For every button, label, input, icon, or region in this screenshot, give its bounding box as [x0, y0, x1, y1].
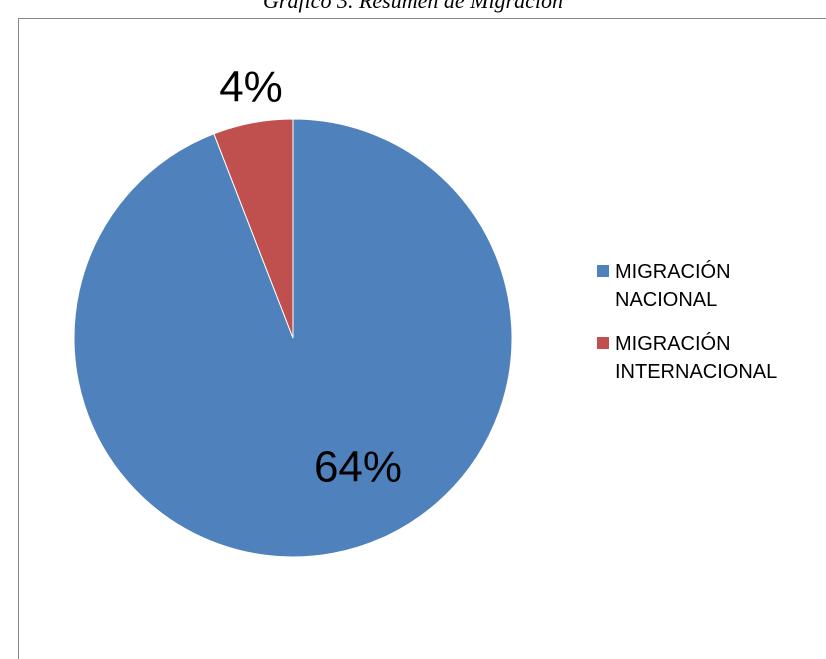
chart-title: Gráfico 3. Resumen de Migración: [263, 0, 563, 13]
chart-frame: [18, 18, 826, 659]
title-bg: [260, 0, 566, 18]
legend-item: MIGRACIÓN NACIONAL: [597, 258, 797, 314]
value-label: 64%: [314, 443, 402, 492]
value-label: 4%: [219, 63, 283, 112]
legend-swatch: [597, 337, 609, 349]
pie-slice: [213, 118, 294, 339]
legend-item: MIGRACIÓN INTERNACIONAL: [597, 330, 797, 386]
legend-label: MIGRACIÓN INTERNACIONAL: [615, 333, 778, 383]
legend: MIGRACIÓN NACIONAL MIGRACIÓN INTERNACIONA…: [597, 258, 797, 402]
legend-label: MIGRACIÓN NACIONAL: [615, 261, 731, 311]
legend-swatch: [597, 265, 609, 277]
